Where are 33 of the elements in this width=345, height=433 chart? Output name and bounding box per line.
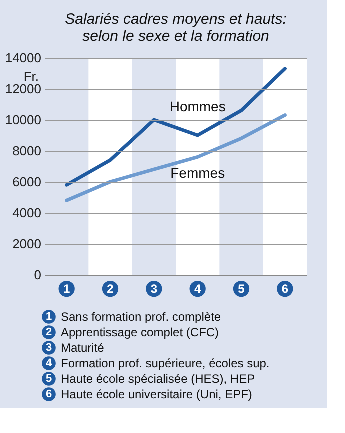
y-tick-label: 10000	[5, 112, 42, 128]
x-tick-label: 6	[282, 282, 289, 296]
y-tick-label: 6000	[12, 174, 42, 190]
y-tick-label: 4000	[12, 206, 42, 220]
y-tick-label: 12000	[5, 82, 42, 96]
category-label: 2	[46, 326, 52, 338]
x-tick-label: 1	[63, 282, 70, 296]
y-tick-label: 8000	[12, 144, 42, 158]
text: 3	[46, 342, 52, 354]
text: Formation prof. supérieure, écoles sup.	[61, 356, 270, 370]
text: Sans formation prof. complète	[61, 310, 222, 324]
y-tick-label: 2000	[12, 236, 42, 252]
x-tick-label: 2	[107, 282, 114, 296]
text: 5	[46, 373, 52, 385]
category-label: 4	[46, 358, 52, 370]
y-tick-label: 14000	[5, 50, 42, 66]
text: Maturité	[61, 341, 105, 355]
text: Apprentissage complet (CFC)	[61, 326, 220, 340]
x-tick-label: 4	[194, 282, 202, 296]
text: 1	[46, 311, 52, 323]
series-label: Hommes	[170, 98, 226, 114]
line-series	[65, 67, 287, 187]
category-label: 6	[46, 388, 52, 400]
chart-title: Salariés cadres moyens et hauts:	[65, 11, 287, 28]
line-series	[65, 114, 287, 202]
x-tick-label: 5	[238, 282, 246, 296]
y-tick-label: 0	[34, 268, 42, 282]
chart-subtitle: selon le sexe et la formation	[82, 28, 270, 45]
y-axis-title: Fr.	[24, 69, 39, 84]
series-label: Femmes	[170, 165, 226, 182]
text: Haute école spécialisée (HES), HEP	[61, 372, 256, 386]
x-tick-label: 3	[150, 282, 158, 296]
text: Haute école universitaire (Uni, EPF)	[61, 388, 252, 402]
